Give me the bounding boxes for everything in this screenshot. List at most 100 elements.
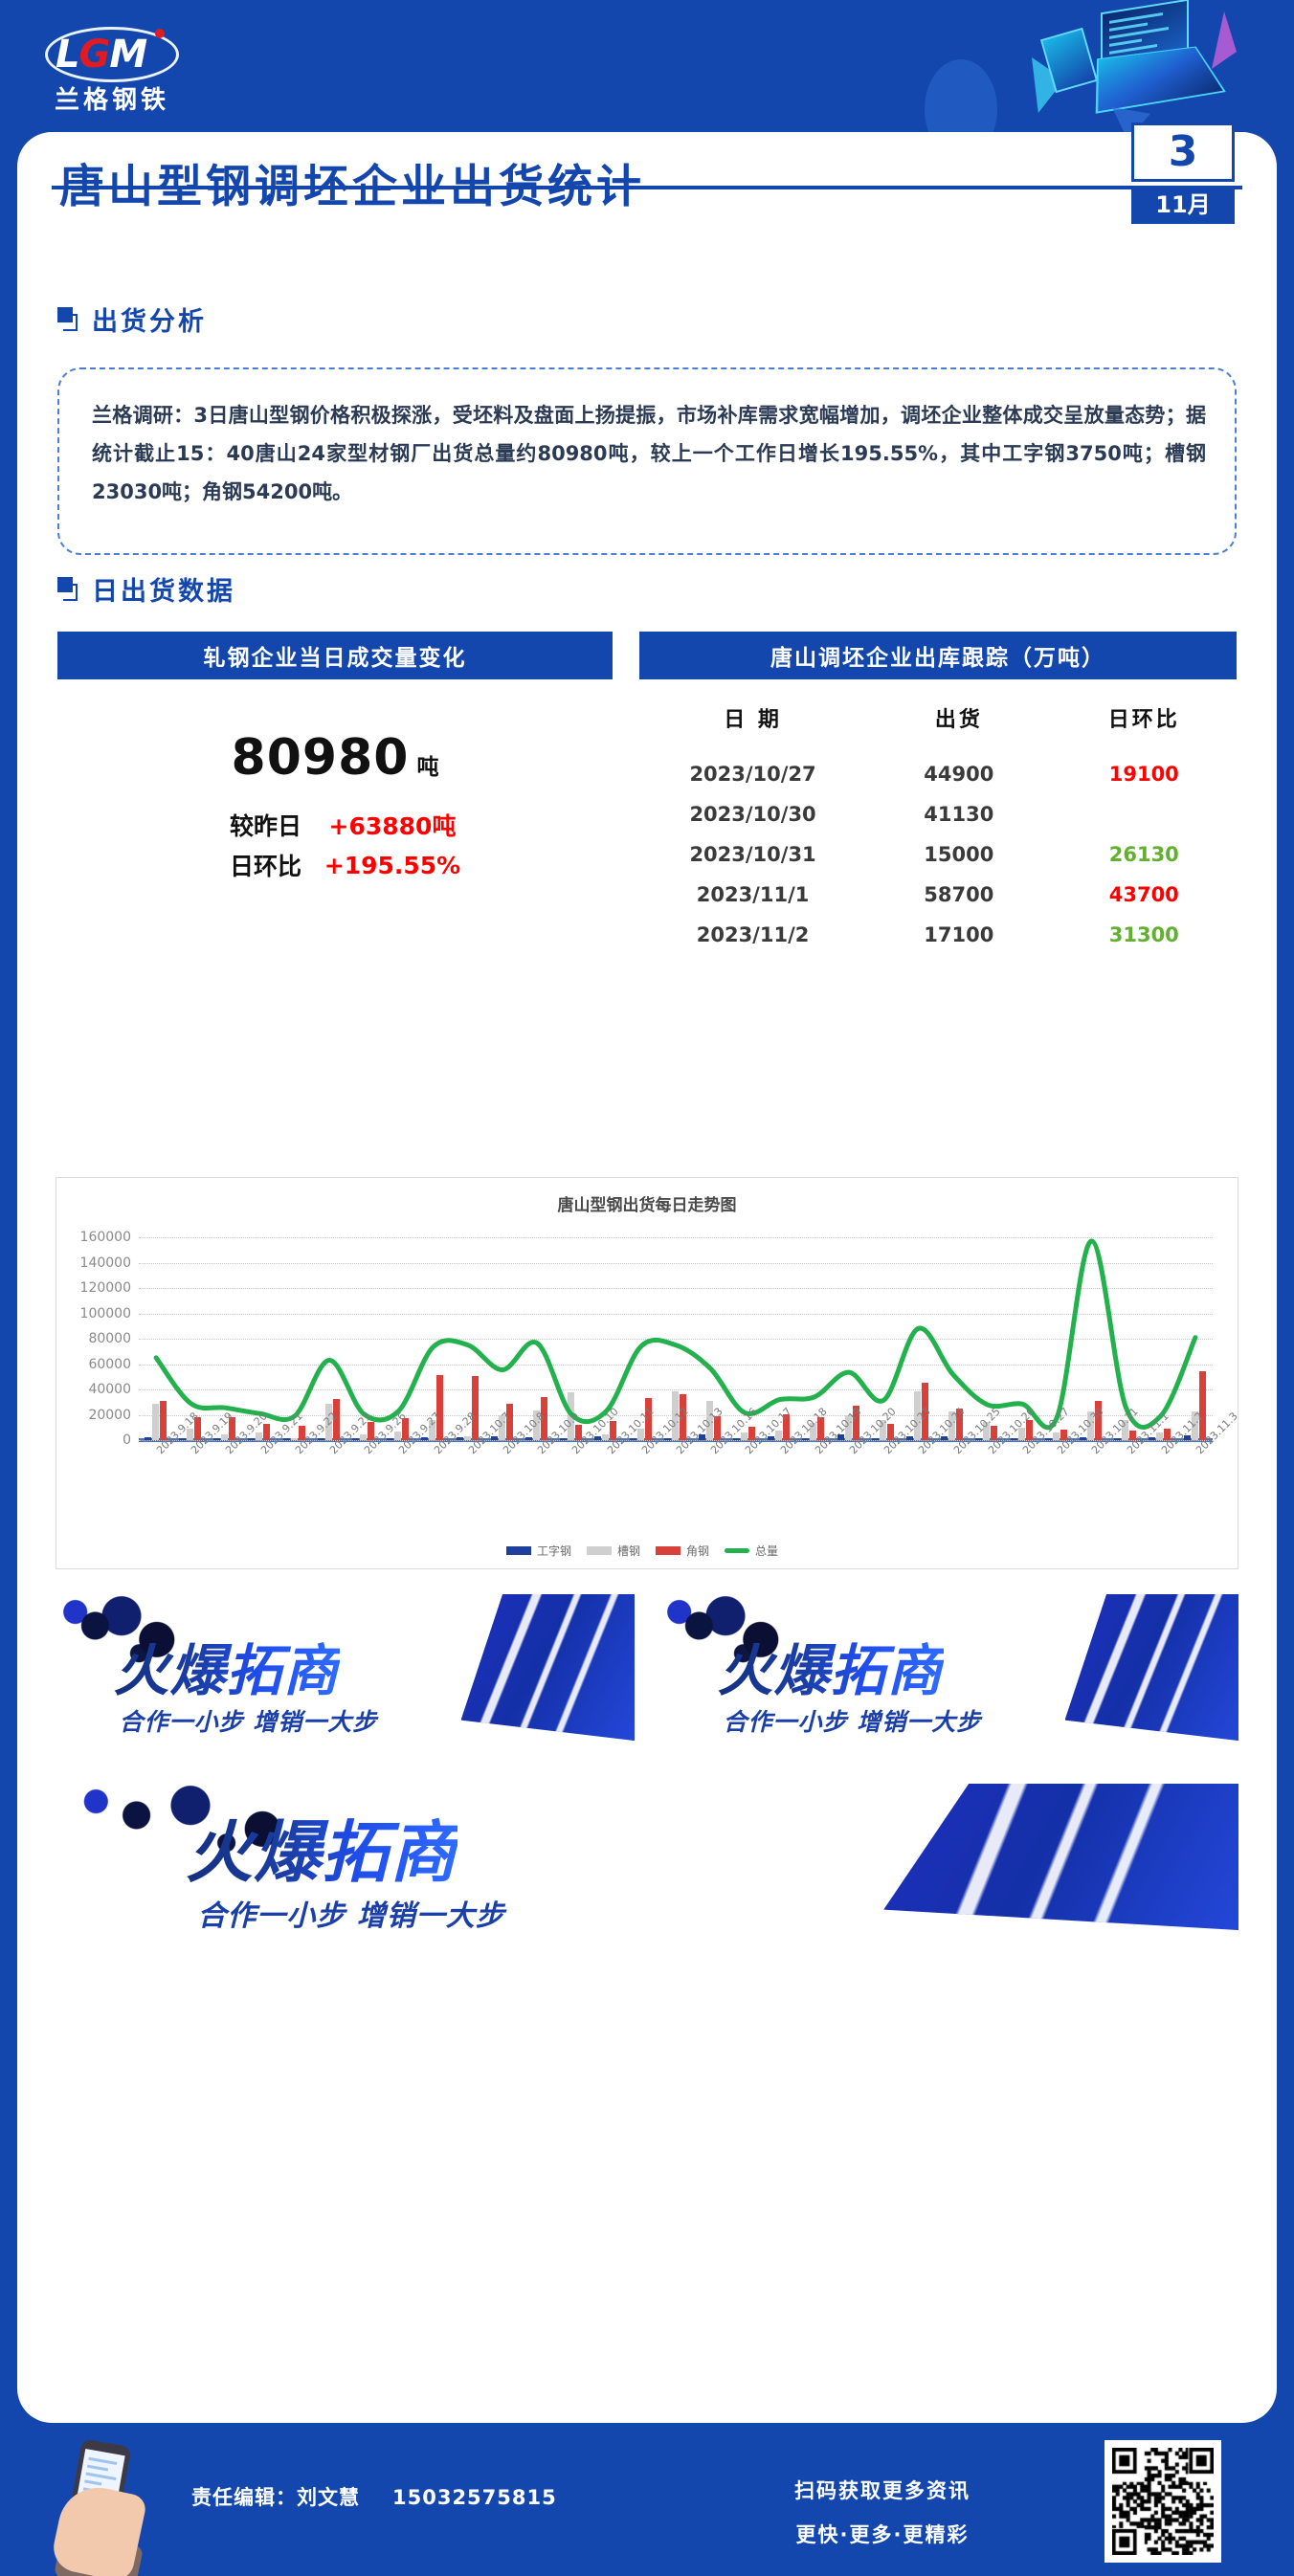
panel-warehouse-tracking: 唐山调坯企业出库跟踪（万吨） 日 期 出货 日环比 2023/10/27 4490… [639, 632, 1237, 955]
chart-bar [221, 1433, 229, 1440]
cell-change: 19100 [1108, 763, 1179, 786]
chart-gridline [139, 1288, 1213, 1289]
chart-bar [248, 1438, 256, 1440]
legend-swatch [656, 1546, 680, 1555]
chart-bar [837, 1434, 844, 1440]
chart-bar [879, 1419, 886, 1440]
chart-bar [359, 1434, 367, 1440]
total-volume-value: 80980 [231, 729, 410, 787]
chart-bar [679, 1394, 686, 1440]
chart-bar [775, 1431, 783, 1440]
panel-header-right: 唐山调坯企业出库跟踪（万吨） [639, 632, 1237, 679]
ad-brush-icon [460, 1594, 635, 1742]
section-title-analysis: 出货分析 [92, 307, 207, 337]
chart-bar [1191, 1410, 1198, 1440]
table-row: 2023/10/30 41130 [639, 794, 1237, 834]
chart-bar [282, 1438, 290, 1440]
chart-bar [332, 1399, 340, 1440]
cell-shipment: 58700 [924, 883, 994, 906]
chart-y-tick: 60000 [88, 1356, 131, 1372]
chart-bar [524, 1437, 532, 1440]
chart-bar [463, 1435, 471, 1440]
cell-date: 2023/10/27 [689, 763, 816, 786]
chart-bar [644, 1398, 652, 1440]
ad-brush-icon [1064, 1594, 1238, 1742]
chart-bar [429, 1419, 436, 1440]
chart-bar [914, 1391, 922, 1440]
tracking-table: 日 期 出货 日环比 2023/10/27 44900 19100 2023/10/3… [639, 693, 1237, 955]
chart-bar [290, 1437, 298, 1440]
column-header-shipment: 出货 [934, 708, 983, 732]
ad-subtitle: 合作一小步 增销一大步 [197, 1899, 505, 1933]
legend-swatch [725, 1548, 750, 1553]
logo-name-cn: 兰格钢铁 [54, 86, 169, 115]
cell-shipment: 15000 [924, 843, 994, 866]
chart-bar [540, 1396, 547, 1440]
metric-value: +63880吨 [328, 812, 457, 840]
chart-bar [178, 1438, 186, 1440]
section-heading-analysis: 出货分析 [57, 300, 207, 338]
chart-bar [1114, 1438, 1122, 1440]
chart-bar [213, 1438, 221, 1440]
ad-subtitle: 合作一小步 增销一大步 [119, 1707, 378, 1736]
ad-banner[interactable]: 火爆拓商 合作一小步 增销一大步 [659, 1594, 1238, 1765]
chart-gridline [139, 1389, 1213, 1390]
chart-bar [1060, 1430, 1067, 1440]
chart-y-tick: 80000 [88, 1331, 131, 1346]
ad-banner[interactable]: 火爆拓商 合作一小步 增销一大步 [56, 1594, 635, 1765]
change-metrics: 较昨日 +63880吨 日环比 +195.55% [57, 808, 613, 882]
chart-gridline [139, 1237, 1213, 1238]
chart-bar [1080, 1437, 1087, 1440]
ad-splatter-icon [659, 1594, 880, 1694]
chart-bar [1052, 1432, 1060, 1440]
legend-swatch [586, 1546, 612, 1555]
editor-label: 责任编辑：刘文慧 [191, 2486, 360, 2509]
chart-bar [263, 1424, 271, 1440]
qr-code[interactable] [1104, 2440, 1221, 2563]
cell-shipment: 44900 [924, 763, 994, 786]
chart-bar [610, 1421, 617, 1440]
chart-bar [844, 1415, 852, 1440]
hand-phone-icon [49, 2438, 170, 2576]
ad-subtitle: 合作一小步 增销一大步 [723, 1707, 982, 1736]
chart-bar [810, 1423, 817, 1440]
cell-shipment: 41130 [924, 803, 994, 826]
logo-letter-g: G [78, 33, 111, 77]
panel-header-left: 轧钢企业当日成交量变化 [57, 632, 613, 679]
chart-gridline [139, 1313, 1213, 1315]
chart-bar [436, 1375, 444, 1440]
chart-bar [663, 1438, 671, 1440]
scan-line-1: 扫码获取更多资讯 [794, 2479, 970, 2502]
chart-bar [983, 1421, 991, 1440]
chart-bar [1156, 1432, 1164, 1440]
chart-bar [713, 1416, 721, 1440]
table-row: 2023/10/31 15000 26130 [639, 834, 1237, 875]
cell-date: 2023/10/30 [689, 803, 816, 826]
chart-bar [505, 1403, 513, 1440]
chart-bar [1087, 1411, 1095, 1440]
cell-change: 31300 [1108, 923, 1179, 946]
chart-bar [956, 1409, 964, 1440]
page-header: LGM 兰格钢铁 [0, 0, 1294, 153]
chart-bar [991, 1426, 998, 1440]
chart-y-tick: 20000 [88, 1407, 131, 1423]
deco-laptop-icon [1095, 46, 1226, 114]
ad-banner-wide[interactable]: 火爆拓商 合作一小步 增销一大步 [56, 1784, 1238, 1954]
scan-line-2: 更快·更多·更精彩 [795, 2523, 970, 2546]
qr-canvas [1112, 2448, 1214, 2555]
hand-icon [49, 2480, 148, 2576]
metric-row: 较昨日 +63880吨 [187, 808, 483, 842]
ad-splatter-icon [56, 1784, 505, 1883]
chart-total-line [153, 1238, 1198, 1431]
tracking-table-body: 2023/10/27 44900 19100 2023/10/30 41130 2023/… [639, 754, 1237, 955]
chart-bar [922, 1382, 929, 1440]
section-marker-icon [57, 306, 78, 332]
chart-bar [906, 1435, 914, 1440]
chart-gridline [139, 1440, 1213, 1441]
metric-value: +195.55% [324, 851, 461, 879]
page-footer: 责任编辑：刘文慧 15032575815 扫码获取更多资讯 更快·更多·更精彩 [0, 2423, 1294, 2576]
chart-bar [671, 1390, 679, 1440]
total-volume-unit: 吨 [416, 755, 439, 780]
table-header-row: 日 期 出货 日环比 [639, 693, 1237, 754]
chart-bar [471, 1375, 479, 1440]
